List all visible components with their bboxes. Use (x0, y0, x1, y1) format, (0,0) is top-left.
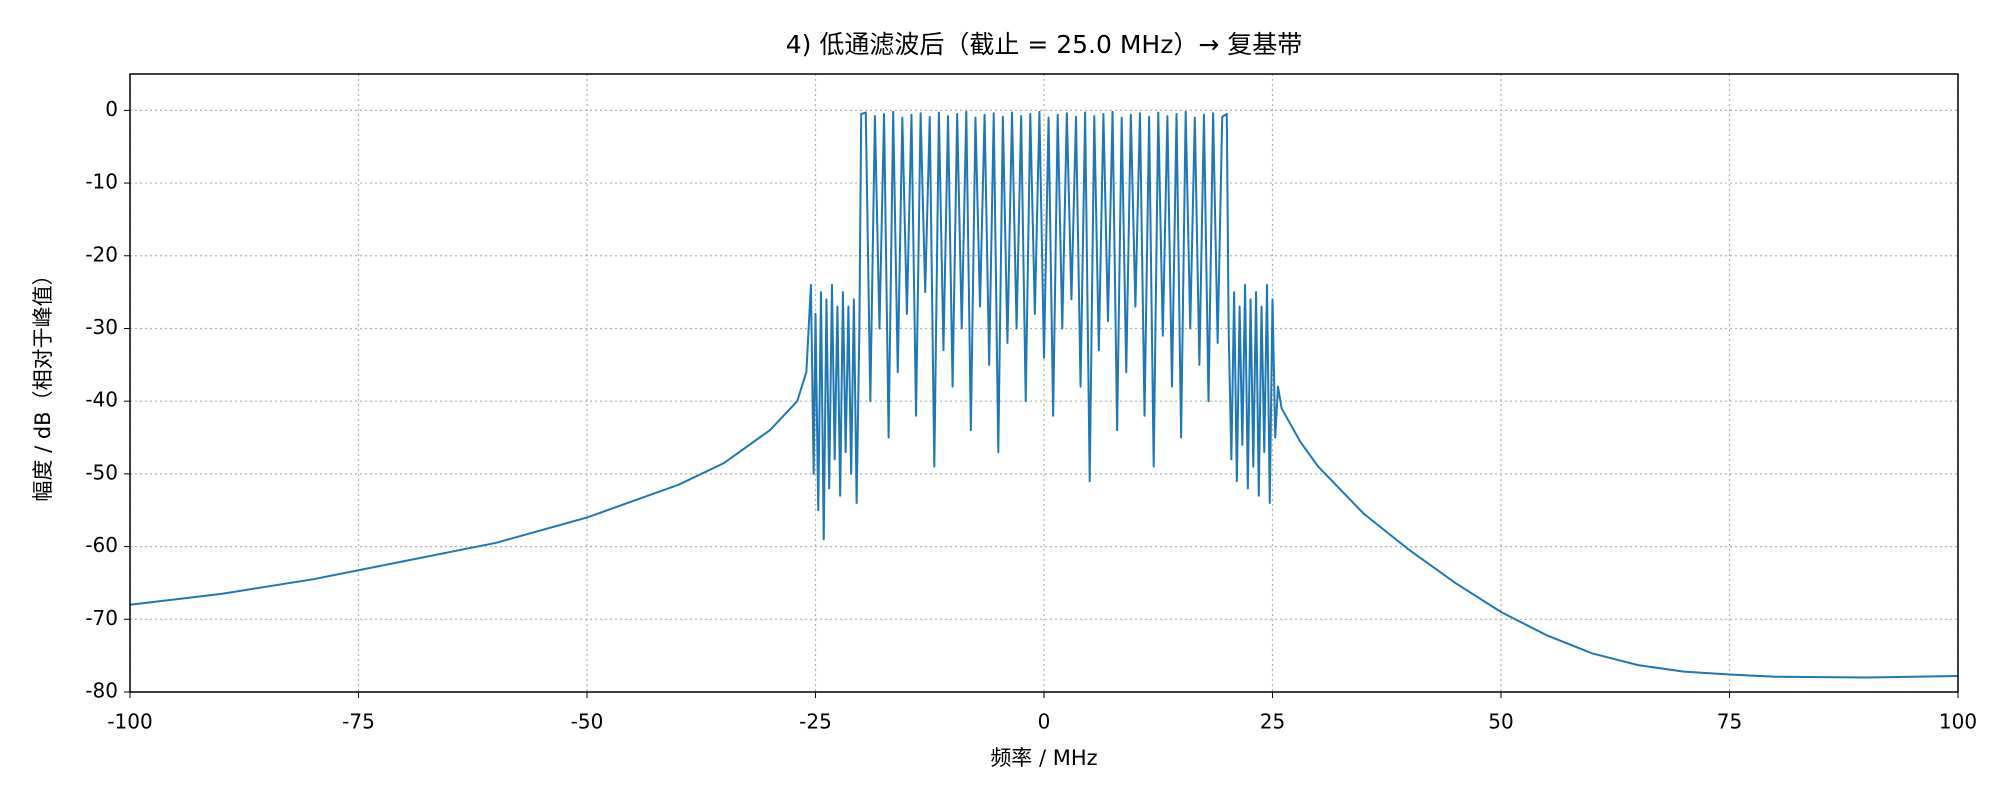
x-tick-label: 50 (1488, 710, 1513, 734)
x-axis-label: 频率 / MHz (990, 746, 1097, 770)
y-tick-label: -50 (85, 460, 118, 484)
x-tick-label: 0 (1038, 710, 1051, 734)
y-tick-label: -60 (85, 533, 118, 557)
line-series (129, 110, 1959, 679)
y-tick-label: -10 (85, 170, 118, 194)
x-tick-label: -100 (107, 710, 152, 734)
x-tick-label: 25 (1260, 710, 1285, 734)
y-axis-label: 幅度 / dB（相对于峰值） (31, 264, 55, 501)
x-tick-label: -50 (571, 710, 604, 734)
x-tick-label: 100 (1939, 710, 1977, 734)
x-tick-label: -75 (342, 710, 375, 734)
y-tick-label: -20 (85, 242, 118, 266)
x-tick-label: -25 (799, 710, 832, 734)
y-tick-label: -40 (85, 388, 118, 412)
chart-title: 4) 低通滤波后（截止 = 25.0 MHz）→ 复基带 (786, 30, 1302, 59)
y-tick-label: -30 (85, 315, 118, 339)
y-tick-label: -80 (85, 679, 118, 703)
y-tick-label: 0 (105, 97, 118, 121)
x-tick-label: 75 (1717, 710, 1742, 734)
y-tick-label: -70 (85, 606, 118, 630)
plot-frame (129, 73, 1959, 693)
